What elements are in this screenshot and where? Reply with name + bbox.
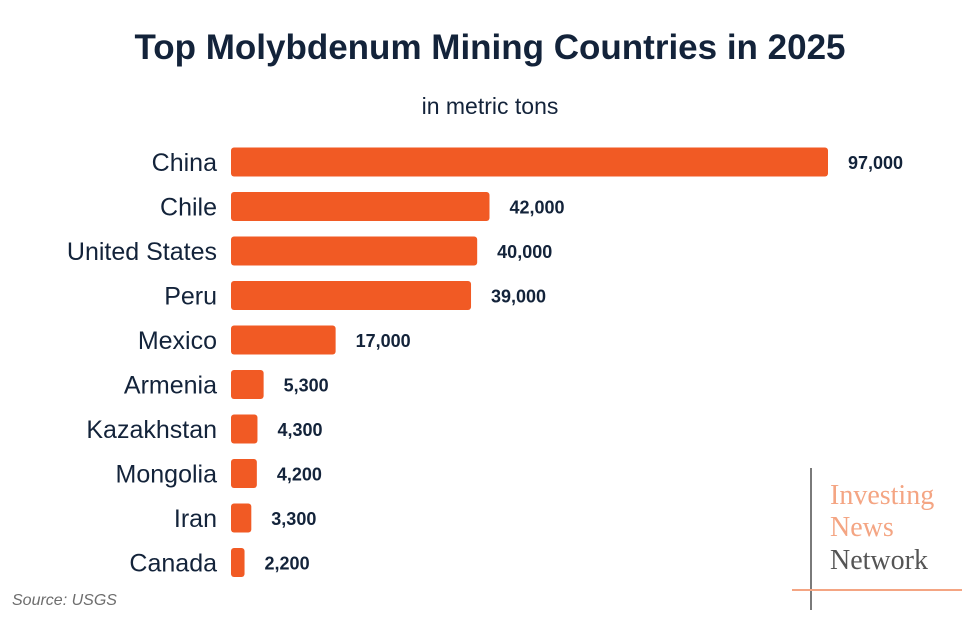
bar-canada	[231, 548, 245, 577]
source-note: Source: USGS	[12, 592, 117, 609]
bar-kazakhstan	[231, 414, 258, 444]
value-label-chile: 42,000	[509, 198, 564, 218]
bar-united-states	[231, 236, 478, 266]
bar-mongolia	[231, 459, 257, 488]
value-label-peru: 39,000	[491, 287, 546, 307]
bar-china	[231, 147, 828, 177]
value-label-kazakhstan: 4,300	[277, 420, 322, 440]
chart-subtitle: in metric tons	[421, 93, 559, 119]
bar-mexico	[231, 325, 336, 355]
investing-news-network-logo: Investing News Network	[792, 468, 962, 610]
category-label-china: China	[152, 149, 217, 177]
category-label-united-states: United States	[67, 238, 217, 266]
category-label-mongolia: Mongolia	[116, 461, 218, 489]
category-label-iran: Iran	[174, 505, 217, 533]
bar-armenia	[231, 370, 264, 399]
bar-peru	[231, 281, 472, 310]
value-label-united-states: 40,000	[497, 242, 552, 262]
bar-chile	[231, 192, 490, 221]
category-label-chile: Chile	[160, 194, 217, 222]
value-label-iran: 3,300	[271, 509, 316, 529]
category-label-canada: Canada	[129, 550, 217, 578]
value-label-mexico: 17,000	[356, 331, 411, 351]
bar-iran	[231, 503, 252, 533]
value-label-canada: 2,200	[265, 554, 310, 574]
logo-horizontal-rule	[792, 589, 962, 591]
category-label-mexico: Mexico	[138, 327, 217, 355]
category-label-peru: Peru	[164, 283, 217, 311]
value-label-china: 97,000	[848, 153, 903, 173]
logo-word-1: Investing	[830, 480, 935, 511]
logo-word-3: Network	[830, 545, 928, 576]
value-label-mongolia: 4,200	[277, 465, 322, 485]
category-label-kazakhstan: Kazakhstan	[86, 416, 217, 444]
logo-word-2: News	[830, 512, 894, 543]
chart-title: Top Molybdenum Mining Countries in 2025	[134, 28, 846, 67]
value-label-armenia: 5,300	[284, 376, 329, 396]
category-label-armenia: Armenia	[124, 372, 217, 400]
logo-vertical-rule	[810, 468, 812, 610]
